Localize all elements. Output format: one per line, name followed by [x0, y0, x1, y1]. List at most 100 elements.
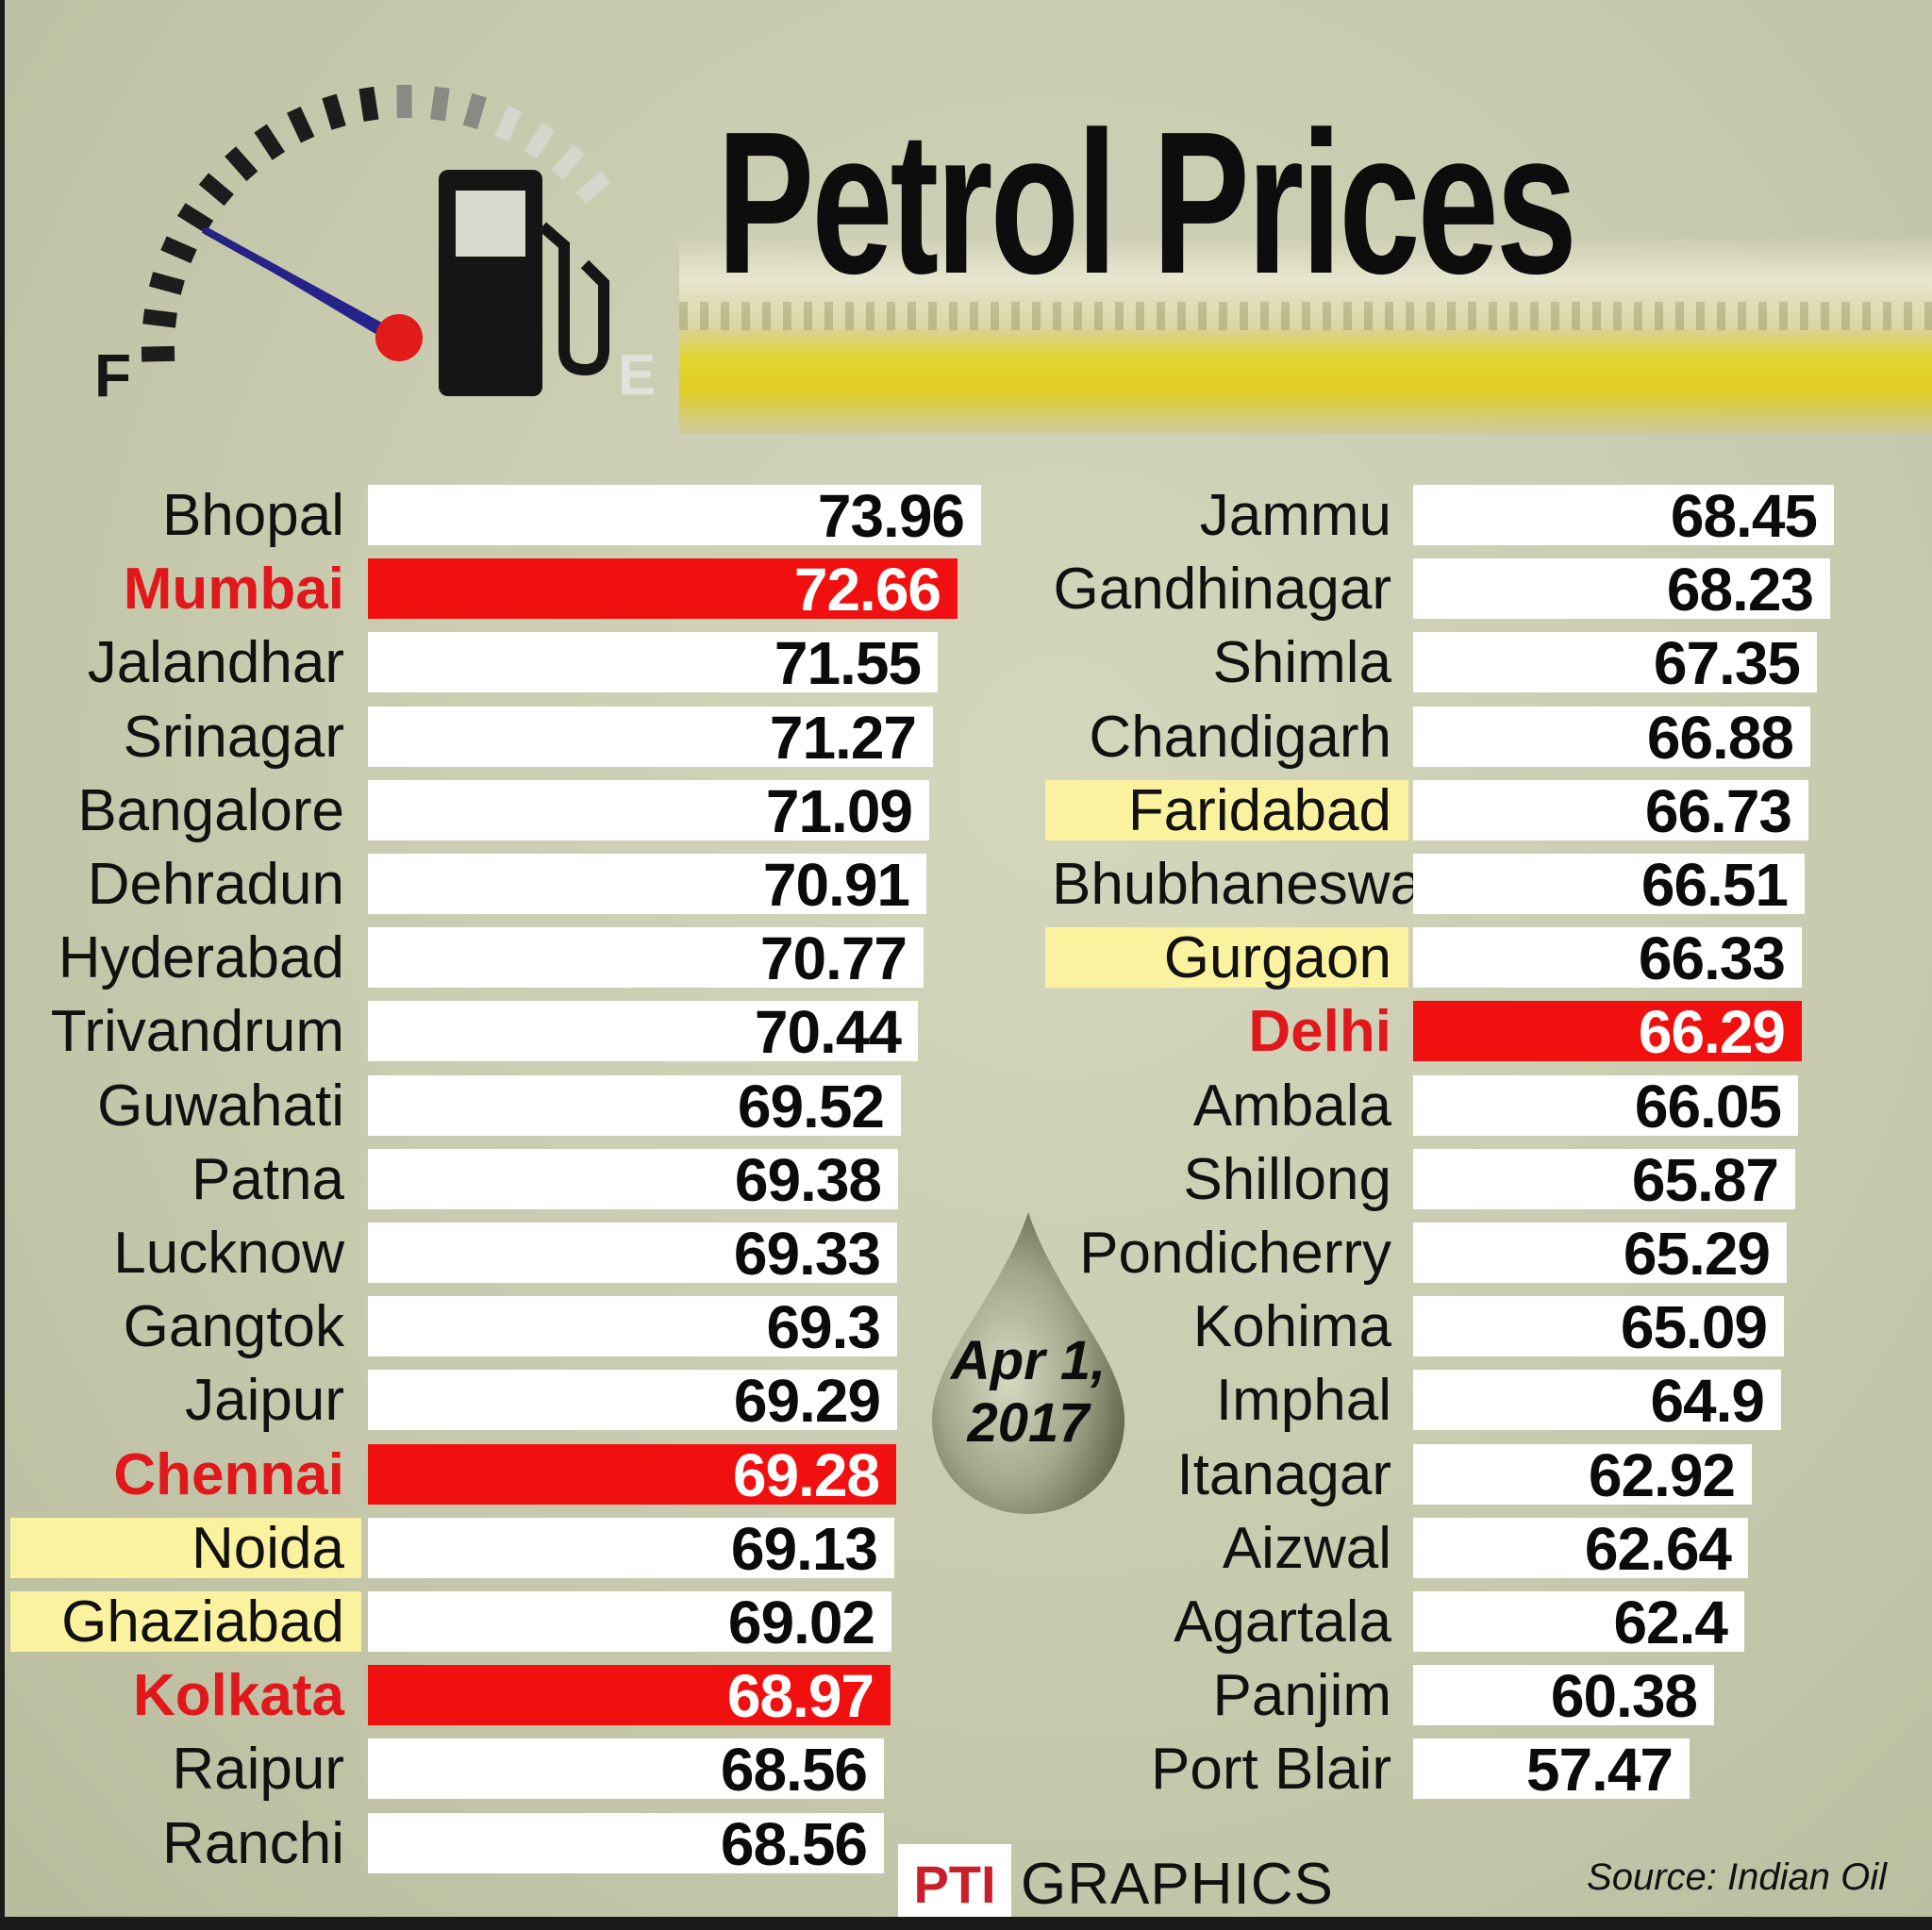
city-label: Mumbai	[123, 557, 344, 622]
price-bar	[1413, 1739, 1690, 1799]
price-bar	[1413, 1444, 1752, 1505]
price-bar	[1413, 854, 1805, 914]
fuel-gauge-icon: F E	[94, 84, 656, 409]
price-bar	[1413, 1370, 1781, 1430]
city-label: Bhopal	[161, 483, 344, 548]
gauge-tick	[322, 93, 346, 130]
gauge-tick	[142, 308, 177, 328]
city-label: Agartala	[1174, 1589, 1391, 1655]
city-label: Jalandhar	[87, 630, 344, 695]
price-value: 60.38	[1550, 1662, 1698, 1730]
price-value: 62.4	[1613, 1589, 1728, 1656]
city-label: Gandhinagar	[1053, 557, 1392, 622]
price-bar	[1413, 780, 1808, 840]
gauge-tick	[141, 345, 175, 362]
price-value: 69.52	[737, 1073, 885, 1140]
price-bar	[368, 1296, 897, 1356]
price-value: 65.29	[1623, 1220, 1771, 1288]
date-month-day: Apr 1,	[950, 1330, 1107, 1391]
oil-drop-icon	[932, 1212, 1124, 1514]
price-bar	[368, 1075, 901, 1136]
gauge-tick	[254, 124, 286, 160]
price-value: 66.73	[1644, 777, 1792, 845]
price-bar	[1413, 1665, 1714, 1725]
pti-logo-icon: PTI	[898, 1844, 1011, 1920]
price-bar	[368, 1370, 897, 1430]
price-bar	[368, 1223, 897, 1283]
svg-text:PTI: PTI	[913, 1855, 995, 1914]
price-value: 67.35	[1653, 629, 1801, 697]
price-value: 69.13	[730, 1515, 878, 1583]
graphics-credit: GRAPHICS	[1021, 1852, 1334, 1917]
price-value: 71.09	[765, 777, 913, 845]
gauge-tick	[225, 146, 258, 182]
city-label: Panjim	[1212, 1663, 1391, 1728]
price-bar	[368, 1591, 891, 1652]
city-label: Aizwal	[1222, 1516, 1391, 1581]
price-bar	[1413, 1001, 1802, 1061]
price-value: 68.56	[720, 1736, 868, 1804]
price-value: 66.05	[1634, 1073, 1782, 1140]
price-value: 71.27	[769, 704, 917, 772]
price-value: 57.47	[1525, 1736, 1674, 1804]
gauge-tick	[524, 123, 556, 159]
city-label: Ranchi	[162, 1811, 344, 1876]
price-bar	[1413, 927, 1802, 988]
price-value: 66.51	[1641, 851, 1789, 919]
gauge-needle-body	[201, 227, 401, 345]
chart-title: Petrol Prices	[717, 89, 1577, 316]
city-label: Ghaziabad	[61, 1589, 344, 1655]
gauge-needle-hub	[375, 314, 423, 361]
price-value: 69.28	[732, 1441, 880, 1509]
price-value: 69.3	[766, 1293, 881, 1361]
city-label: Hyderabad	[58, 925, 344, 990]
price-value: 70.77	[759, 924, 908, 992]
price-value: 62.64	[1584, 1515, 1732, 1583]
city-label: Faridabad	[1127, 778, 1391, 843]
city-label: Chandigarh	[1089, 705, 1391, 770]
date-year: 2017	[967, 1392, 1090, 1454]
city-label: Kohima	[1192, 1294, 1391, 1359]
price-value: 69.33	[733, 1220, 881, 1288]
city-label: Trivandrum	[50, 999, 344, 1064]
city-label: Itanagar	[1176, 1442, 1391, 1507]
price-value: 73.96	[817, 482, 965, 550]
gauge-tick	[177, 203, 214, 234]
city-label: Srinagar	[123, 705, 344, 770]
price-value: 68.97	[726, 1662, 874, 1730]
price-bar	[1413, 1518, 1748, 1578]
price-bar	[1413, 1296, 1784, 1356]
price-bar	[1413, 707, 1810, 767]
gauge-full-label: F	[94, 341, 131, 409]
price-value: 69.38	[734, 1146, 882, 1214]
price-bar	[368, 1149, 898, 1209]
petrol-splash-band	[679, 236, 1932, 434]
price-bar	[1413, 1223, 1787, 1283]
price-value: 66.88	[1646, 704, 1794, 772]
gauge-tick	[160, 236, 197, 264]
price-bar	[1413, 1591, 1744, 1652]
price-value: 71.55	[774, 629, 922, 697]
city-label: Kolkata	[133, 1663, 344, 1728]
price-value: 69.29	[733, 1367, 881, 1435]
city-label: Guwahati	[97, 1073, 344, 1139]
city-label: Gurgaon	[1163, 925, 1391, 990]
city-label: Chennai	[113, 1442, 344, 1507]
city-label: Jaipur	[185, 1368, 344, 1433]
price-bar	[368, 780, 929, 840]
price-bar	[368, 558, 958, 619]
price-bar	[368, 485, 981, 545]
price-bar	[1413, 558, 1830, 619]
price-value: 72.66	[793, 556, 941, 624]
city-label: Pondicherry	[1079, 1221, 1391, 1286]
price-value: 62.92	[1588, 1441, 1736, 1509]
price-value: 70.91	[762, 851, 910, 919]
city-label: Bhubhaneswar	[1052, 852, 1442, 917]
price-bar	[368, 1001, 918, 1061]
price-date: Apr 1, 2017	[929, 1330, 1127, 1455]
city-label: Jammu	[1199, 483, 1391, 548]
price-bar	[1413, 485, 1834, 545]
source-note: Source: Indian Oil	[1587, 1856, 1887, 1898]
price-bar	[1413, 1075, 1798, 1136]
city-label: Patna	[191, 1147, 344, 1212]
